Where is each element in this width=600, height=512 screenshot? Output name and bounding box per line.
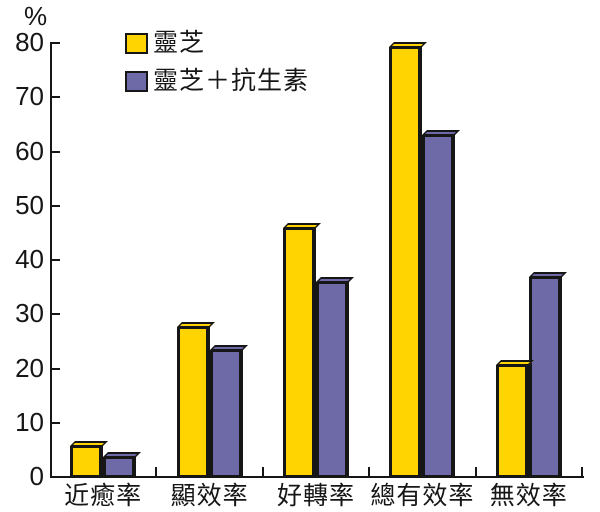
x-tick-2: [261, 467, 264, 477]
bar-series1-cat0: [103, 457, 137, 477]
y-tick-10: [52, 421, 60, 424]
y-axis-unit-label: %: [24, 1, 48, 31]
y-tick-40: [52, 259, 60, 261]
y-tick-50: [52, 204, 60, 207]
y-tick-60: [52, 150, 60, 153]
bar-series0-cat3: [389, 47, 423, 477]
y-tick-label-20: 20: [15, 352, 44, 383]
bar-series0-cat2: [283, 228, 316, 477]
y-tick-label-0: 0: [29, 461, 44, 491]
x-tick-1: [155, 467, 158, 477]
y-tick-label-40: 40: [15, 244, 44, 274]
y-tick-80: [52, 42, 60, 44]
bar-series1-cat2: [316, 282, 349, 477]
x-axis-line: [50, 476, 584, 478]
category-label-4: 無效率: [489, 482, 568, 510]
legend-swatch-lingzhi-antibiotic: [125, 70, 148, 92]
legend-label-lingzhi: 靈芝: [153, 29, 206, 57]
legend-swatch-lingzhi: [125, 32, 148, 54]
y-tick-30: [52, 313, 60, 316]
category-label-1: 顯效率: [170, 482, 249, 510]
y-tick-label-50: 50: [15, 189, 44, 220]
x-tick-3: [368, 467, 371, 477]
y-tick-20: [52, 367, 60, 370]
x-tick-5: [581, 467, 583, 477]
bar-series1-cat1: [209, 350, 243, 477]
y-axis-line: [50, 42, 52, 478]
category-label-0: 近癒率: [64, 482, 143, 510]
legend-item-lingzhi-antibiotic: 靈芝＋抗生素: [125, 67, 310, 95]
category-label-3: 總有效率: [370, 482, 475, 510]
y-tick-label-70: 70: [15, 81, 44, 112]
y-tick-70: [52, 96, 60, 99]
bar-series1-cat3: [422, 135, 456, 477]
category-label-2: 好轉率: [276, 482, 355, 510]
legend-label-lingzhi-antibiotic: 靈芝＋抗生素: [153, 67, 310, 95]
y-tick-label-30: 30: [15, 298, 44, 329]
y-tick-label-80: 80: [15, 27, 44, 57]
bar-series0-cat0: [70, 446, 104, 477]
bar-series1-cat4: [528, 277, 562, 477]
bar-series0-cat4: [495, 365, 529, 477]
y-tick-label-10: 10: [15, 406, 44, 437]
legend-item-lingzhi: 靈芝: [125, 29, 309, 57]
x-tick-4: [474, 467, 477, 477]
y-tick-label-60: 60: [15, 135, 44, 166]
bar-series0-cat1: [176, 327, 210, 477]
legend: 靈芝 靈芝＋抗生素: [125, 31, 309, 107]
